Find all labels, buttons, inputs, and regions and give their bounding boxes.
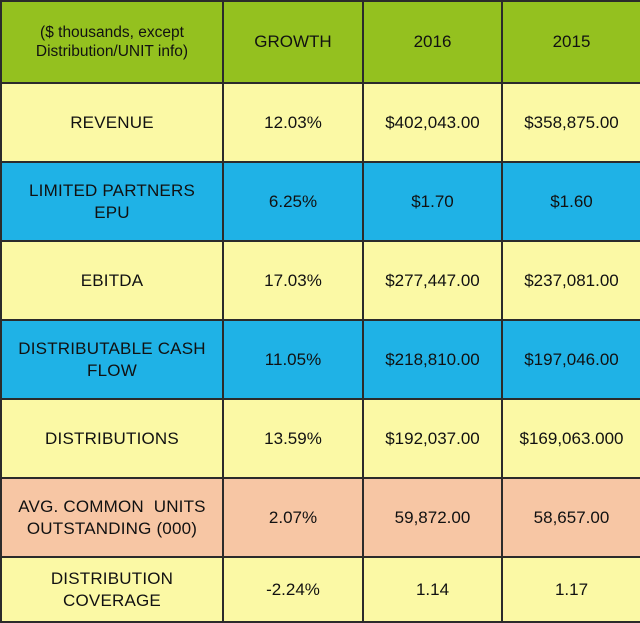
row-label: DISTRIBUTION COVERAGE: [0, 556, 224, 623]
growth-cell: 13.59%: [222, 398, 364, 479]
row-label: EBITDA: [0, 240, 224, 321]
row-label: AVG. COMMON UNITS OUTSTANDING (000): [0, 477, 224, 558]
growth-cell: -2.24%: [222, 556, 364, 623]
row-label-line-1: AVG. COMMON UNITS: [18, 497, 206, 517]
table-row-limited-partners-epu: LIMITED PARTNERS EPU 6.25% $1.70 $1.60: [0, 161, 640, 242]
table-header-row: ($ thousands, except Distribution/UNIT i…: [0, 0, 640, 84]
table-row-distributable-cash-flow: DISTRIBUTABLE CASH FLOW 11.05% $218,810.…: [0, 319, 640, 400]
row-label-line-1: EBITDA: [80, 270, 144, 290]
row-label-line-2: COVERAGE: [63, 590, 161, 610]
table-row-ebitda: EBITDA 17.03% $277,447.00 $237,081.00: [0, 240, 640, 321]
value-2015-cell: 1.17: [501, 556, 640, 623]
row-label-line-1: REVENUE: [70, 112, 154, 132]
header-year-2016: 2016: [362, 0, 503, 84]
value-2015-cell: $197,046.00: [501, 319, 640, 400]
growth-cell: 12.03%: [222, 82, 364, 163]
value-2015-cell: 58,657.00: [501, 477, 640, 558]
table-row-revenue: REVENUE 12.03% $402,043.00 $358,875.00: [0, 82, 640, 163]
value-2016-cell: $192,037.00: [362, 398, 503, 479]
header-growth: GROWTH: [222, 0, 364, 84]
row-label: DISTRIBUTABLE CASH FLOW: [0, 319, 224, 400]
row-label-line-2: EPU: [94, 202, 130, 222]
value-2016-cell: 59,872.00: [362, 477, 503, 558]
value-2016-cell: $218,810.00: [362, 319, 503, 400]
table-row-distributions: DISTRIBUTIONS 13.59% $192,037.00 $169,06…: [0, 398, 640, 479]
value-2015-cell: $1.60: [501, 161, 640, 242]
row-label: DISTRIBUTIONS: [0, 398, 224, 479]
value-2016-cell: $1.70: [362, 161, 503, 242]
header-label-line-1: ($ thousands, except: [40, 23, 184, 41]
header-label-line-2: Distribution/UNIT info): [35, 43, 189, 60]
growth-cell: 6.25%: [222, 161, 364, 242]
row-label-line-1: DISTRIBUTIONS: [45, 428, 179, 448]
value-2015-cell: $237,081.00: [501, 240, 640, 321]
row-label: REVENUE: [0, 82, 224, 163]
growth-cell: 2.07%: [222, 477, 364, 558]
table-row-avg-common-units: AVG. COMMON UNITS OUTSTANDING (000) 2.07…: [0, 477, 640, 558]
row-label: LIMITED PARTNERS EPU: [0, 161, 224, 242]
value-2016-cell: $402,043.00: [362, 82, 503, 163]
row-label-line-1: LIMITED PARTNERS: [29, 181, 195, 201]
row-label-line-1: DISTRIBUTION: [50, 569, 174, 589]
value-2016-cell: 1.14: [362, 556, 503, 623]
table-row-distribution-coverage: DISTRIBUTION COVERAGE -2.24% 1.14 1.17: [0, 556, 640, 623]
value-2016-cell: $277,447.00: [362, 240, 503, 321]
growth-cell: 17.03%: [222, 240, 364, 321]
value-2015-cell: $358,875.00: [501, 82, 640, 163]
header-label-cell: ($ thousands, except Distribution/UNIT i…: [0, 0, 224, 84]
growth-cell: 11.05%: [222, 319, 364, 400]
row-label-line-2: FLOW: [87, 360, 137, 380]
value-2015-cell: $169,063.000: [501, 398, 640, 479]
row-label-line-2: OUTSTANDING (000): [26, 518, 198, 538]
row-label-line-1: DISTRIBUTABLE CASH: [18, 339, 206, 359]
header-year-2015: 2015: [501, 0, 640, 84]
